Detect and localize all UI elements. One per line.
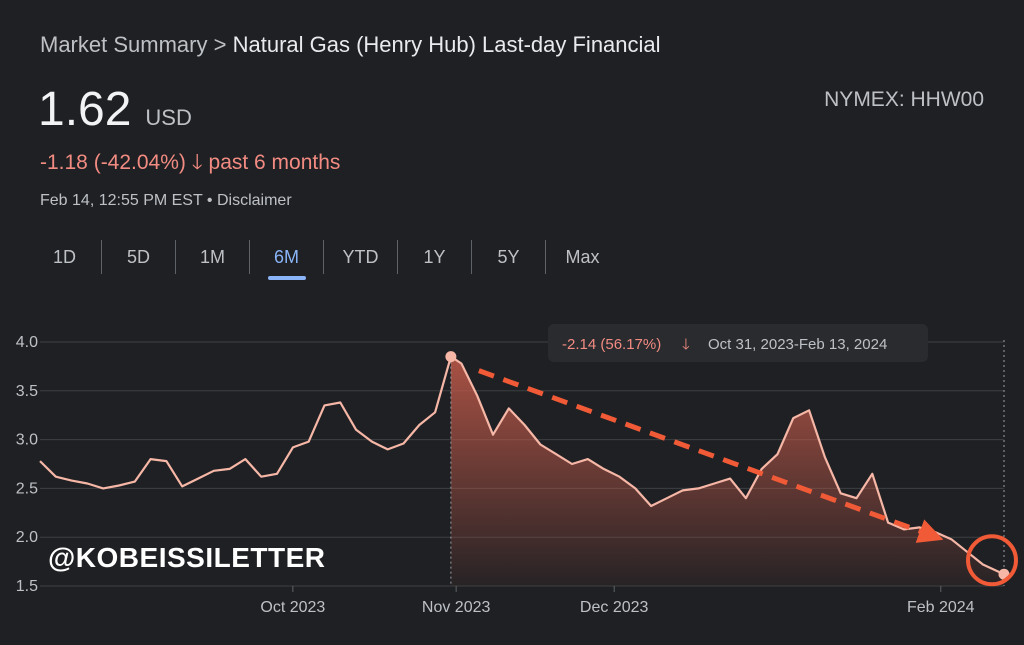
disclaimer-link[interactable]: Disclaimer: [216, 192, 292, 209]
y-tick-label: 2.0: [16, 529, 38, 546]
x-tick-label: Dec 2023: [580, 599, 649, 616]
tab-6m[interactable]: 6M: [250, 240, 324, 274]
range-tabs: 1D 5D 1M 6M YTD 1Y 5Y Max: [28, 240, 619, 276]
highlight-circle-annotation: [966, 534, 1018, 587]
y-tick-label: 3.5: [16, 383, 38, 400]
tab-max[interactable]: Max: [565, 247, 600, 267]
trend-arrow-annotation: [478, 368, 944, 543]
breadcrumb: Market Summary > Natural Gas (Henry Hub)…: [40, 32, 661, 58]
price-row: 1.62 USD: [38, 82, 192, 137]
price-line: [39, 355, 1005, 576]
x-axis: Oct 2023 Nov 2023 Dec 2023 Feb 2024: [260, 586, 975, 616]
tooltip-change: -2.14 (56.17%): [562, 336, 661, 353]
ticker-symbol: NYMEX: HHW00: [824, 88, 984, 111]
tooltip-range: Oct 31, 2023-Feb 13, 2024: [708, 336, 887, 353]
selection-start-point[interactable]: [445, 351, 457, 363]
price-currency: USD: [145, 105, 192, 130]
range-tooltip: -2.14 (56.17%) 🡓 Oct 31, 2023-Feb 13, 20…: [548, 324, 928, 362]
breadcrumb-separator: >: [213, 32, 227, 57]
y-tick-label: 2.5: [16, 480, 38, 497]
y-tick-label: 3.0: [16, 432, 38, 449]
x-tick-label: Nov 2023: [422, 599, 491, 616]
tab-1m[interactable]: 1M: [176, 240, 250, 274]
y-tick-label: 1.5: [16, 578, 38, 595]
timestamp-line: Feb 14, 12:55 PM EST • Disclaimer: [40, 192, 292, 210]
tab-5y[interactable]: 5Y: [472, 240, 546, 274]
price-value: 1.62: [38, 83, 132, 136]
timestamp-separator: •: [206, 192, 213, 209]
tab-1d[interactable]: 1D: [28, 240, 102, 274]
tab-5d[interactable]: 5D: [102, 240, 176, 274]
change-period: past 6 months: [208, 151, 341, 174]
tooltip-box: [548, 324, 928, 362]
watermark-handle: @KOBEISSILETTER: [48, 542, 326, 573]
tooltip-arrow-down-icon: 🡓: [682, 336, 690, 353]
tab-ytd[interactable]: YTD: [324, 240, 398, 274]
x-tick-label: Oct 2023: [260, 599, 325, 616]
price-chart[interactable]: 1.5 2.0 2.5 3.0 3.5 4.0 Oct 2023 Nov 2023 Dec 2…: [0, 300, 1024, 645]
y-axis: 1.5 2.0 2.5 3.0 3.5 4.0: [16, 334, 38, 595]
selection-area-fill: [450, 356, 1004, 586]
price-change: -1.18 (-42.04%) 🡓 past 6 months: [40, 148, 340, 183]
x-tick-label: Feb 2024: [907, 599, 975, 616]
arrow-down-icon: 🡓: [191, 151, 203, 174]
change-value: -1.18 (-42.04%): [40, 151, 186, 174]
timestamp: Feb 14, 12:55 PM EST: [40, 192, 203, 209]
breadcrumb-current: Natural Gas (Henry Hub) Last-day Financi…: [232, 32, 661, 57]
breadcrumb-root[interactable]: Market Summary: [40, 32, 208, 57]
y-tick-label: 4.0: [16, 334, 38, 351]
tab-1y[interactable]: 1Y: [398, 240, 472, 274]
